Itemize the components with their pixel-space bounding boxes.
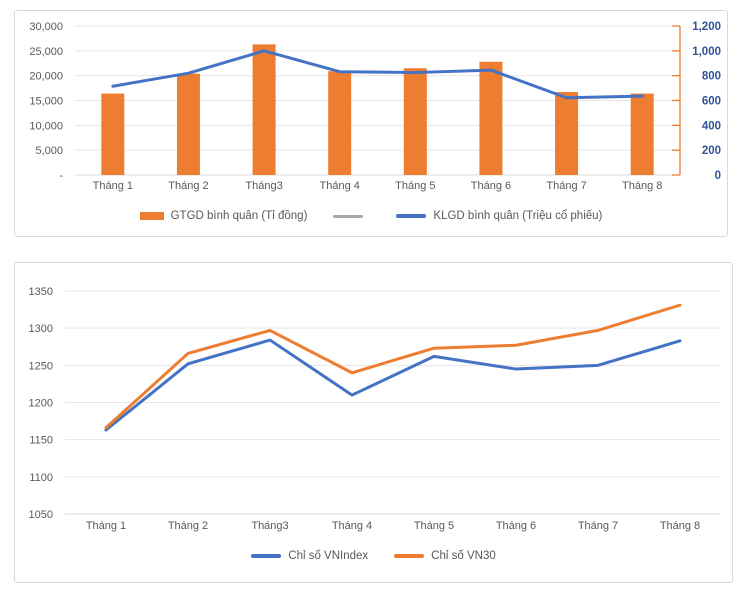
gtgd-bar	[555, 92, 579, 175]
legend-item-klgd: KLGD bình quân (Triệu cổ phiếu)	[396, 210, 602, 222]
x-axis-tick-label: Tháng 2	[168, 180, 208, 192]
x-axis-tick-label: Tháng 6	[496, 520, 536, 532]
gray-line-swatch-icon	[333, 214, 364, 218]
legend-label-vnindex: Chỉ số VNIndex	[288, 550, 369, 562]
x-axis-tick-label: Tháng 2	[168, 520, 208, 532]
left-axis-tick-label: 25,000	[29, 46, 63, 58]
y-axis-tick-label: 1150	[29, 435, 53, 447]
left-axis-tick-label: 20,000	[29, 71, 63, 83]
gtgd-bar	[479, 61, 503, 176]
x-axis-tick-label: Tháng 7	[578, 520, 618, 532]
left-axis-tick-label: 15,000	[29, 96, 63, 108]
legend-label-vn30: Chỉ số VN30	[431, 550, 496, 562]
combo-chart-legend: GTGD bình quân (Tỉ đồng) KLGD bình quân …	[15, 210, 727, 222]
left-axis-tick-label: -	[59, 170, 63, 182]
legend-item-vnindex: Chỉ số VNIndex	[251, 550, 368, 562]
gtgd-bar	[176, 73, 200, 175]
vnindex-vn30-line-chart: 1050 1100 1150 1200 1250 1300 1350 Tháng 1 Tháng…	[29, 286, 721, 532]
x-axis-tick-label: Tháng 4	[320, 180, 360, 192]
x-axis-tick-label: Tháng 6	[471, 180, 511, 192]
y-axis-tick-label: 1350	[29, 286, 53, 298]
legend-label-gtgd: GTGD bình quân (Tỉ đồng)	[170, 210, 308, 222]
right-axis-tick-label: 800	[702, 71, 721, 83]
legend-item-gtgd: GTGD bình quân (Tỉ đồng)	[139, 210, 308, 222]
legend-item-unnamed-series	[333, 214, 370, 218]
right-axis-tick-label: 600	[702, 96, 721, 108]
x-axis-tick-label: Tháng 1	[93, 180, 133, 192]
gtgd-bar	[101, 93, 125, 175]
x-axis-tick-label: Tháng 7	[546, 180, 586, 192]
vnindex-line	[104, 338, 682, 432]
right-axis-tick-label: 200	[702, 145, 721, 157]
y-axis-tick-label: 1200	[29, 398, 53, 410]
gtgd-bar	[403, 68, 427, 175]
x-axis-tick-label: Tháng 8	[622, 180, 662, 192]
x-axis-tick-label: Tháng3	[251, 520, 288, 532]
left-axis-tick-label: 30,000	[29, 21, 63, 33]
left-axis-tick-label: 10,000	[29, 120, 63, 132]
klgd-line-swatch-icon	[396, 214, 427, 218]
y-axis-tick-label: 1100	[29, 472, 53, 484]
right-axis-tick-label: 1,000	[692, 46, 721, 58]
gtgd-bar	[252, 44, 276, 176]
x-axis-tick-label: Tháng 4	[332, 520, 372, 532]
gtgd-bar	[328, 71, 352, 175]
x-axis-tick-label: Tháng 5	[414, 520, 454, 532]
left-axis-tick-label: 5,000	[35, 145, 63, 157]
gtgd-klgd-combo-chart-card: - 5,000 10,000 15,000 20,000 25,000 30,000 0 200…	[14, 10, 728, 237]
right-axis-tick-label: 0	[715, 170, 721, 182]
vn30-line-swatch-icon	[394, 554, 425, 558]
y-axis-tick-label: 1300	[29, 323, 53, 335]
gtgd-bar	[630, 93, 654, 175]
vn30-line	[104, 303, 682, 430]
x-axis-tick-label: Tháng 1	[86, 520, 126, 532]
right-axis-tick-label: 1,200	[692, 21, 721, 33]
x-axis-tick-label: Tháng 5	[395, 180, 435, 192]
legend-item-vn30: Chỉ số VN30	[394, 550, 496, 562]
klgd-line	[111, 49, 644, 100]
y-axis-tick-label: 1050	[29, 509, 53, 521]
gtgd-klgd-combo-chart: - 5,000 10,000 15,000 20,000 25,000 30,000 0 200…	[29, 21, 721, 192]
right-axis-tick-label: 400	[702, 120, 721, 132]
vnindex-vn30-line-chart-card: 1050 1100 1150 1200 1250 1300 1350 Tháng 1 Tháng…	[14, 262, 733, 583]
gtgd-bar-swatch-icon	[139, 212, 164, 220]
y-axis-tick-label: 1250	[29, 360, 53, 372]
vnindex-line-swatch-icon	[251, 554, 282, 558]
x-axis-tick-label: Tháng3	[245, 180, 282, 192]
x-axis-tick-label: Tháng 8	[660, 520, 700, 532]
legend-label-klgd: KLGD bình quân (Triệu cổ phiếu)	[433, 210, 603, 222]
line-chart-legend: Chỉ số VNIndex Chỉ số VN30	[15, 550, 732, 562]
